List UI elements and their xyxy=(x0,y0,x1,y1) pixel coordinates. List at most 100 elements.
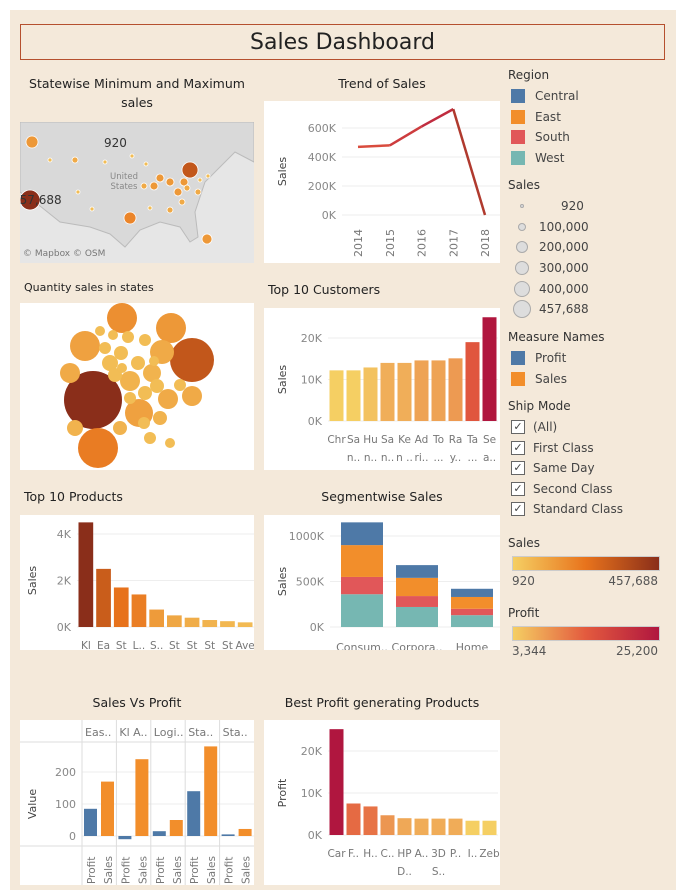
state-sales-marker xyxy=(178,198,186,206)
state-quantity-bubble xyxy=(143,364,161,382)
state-sales-marker xyxy=(140,182,148,190)
bar xyxy=(380,362,395,421)
stacked-bar-segment xyxy=(451,596,493,609)
products-chart[interactable]: 0K2K4KSalesKlA..Eas..Sta..L..S..Sta..Sta… xyxy=(20,515,255,670)
bar xyxy=(431,818,446,835)
legend-item[interactable]: 200,000 xyxy=(508,237,589,258)
bubble-chart[interactable] xyxy=(20,303,254,470)
state-quantity-bubble xyxy=(124,392,136,404)
legend-title: Sales xyxy=(508,178,540,192)
state-sales-marker xyxy=(205,173,211,179)
state-quantity-bubble xyxy=(139,334,151,346)
y-tick-label: 400K xyxy=(308,151,337,164)
checkbox-check-icon[interactable]: ✓ xyxy=(511,420,525,435)
state-quantity-bubble xyxy=(153,411,167,425)
svp-chart[interactable]: 0 100 200 Value Eas.. Profit Sales Kl A.. Profit… xyxy=(20,720,254,885)
legend-item[interactable]: South xyxy=(508,127,579,148)
x-tick-label: F.. xyxy=(348,848,359,860)
trend-line-segment xyxy=(452,108,487,216)
legend-item[interactable]: 400,000 xyxy=(508,278,589,299)
state-sales-marker xyxy=(149,181,159,191)
customers-chart[interactable]: 0K 10K 20K Sales Chr Sa n.. Hu n.. Sa n.. Ke n .. Ad r… xyxy=(264,308,500,470)
segment-chart[interactable]: 0K500K1000KSalesConsum..Corpora..HomeOff… xyxy=(264,515,500,671)
legend-item[interactable]: West xyxy=(508,148,579,169)
ship-mode-checkbox[interactable]: ✓ (All) xyxy=(508,417,623,438)
ship-mode-checkbox[interactable]: ✓ First Class xyxy=(508,438,623,459)
bar xyxy=(465,820,480,835)
legend-measure: Measure Names Profit Sales xyxy=(508,330,604,389)
y-tick-label: 0K xyxy=(57,621,72,634)
y-tick-label: 0K xyxy=(322,209,337,222)
map-landmass xyxy=(20,122,254,248)
state-quantity-bubble xyxy=(67,420,83,436)
checkbox-check-icon[interactable]: ✓ xyxy=(511,440,525,455)
filter-option-label: (All) xyxy=(533,420,558,435)
y-tick-label: 0K xyxy=(310,621,325,634)
x-tick-label: C.. xyxy=(380,848,394,860)
best-chart[interactable]: 0K 10K 20K Profit Car F.. H.. C.. HP D.. A.. 3D S.. P… xyxy=(264,720,500,885)
y-tick-label: 200K xyxy=(308,180,337,193)
state-quantity-bubble xyxy=(174,379,186,391)
legend-item[interactable]: Profit xyxy=(508,348,604,369)
bar xyxy=(431,360,446,421)
legend-item-label: West xyxy=(535,150,565,165)
ship-mode-checkbox[interactable]: ✓ Same Day xyxy=(508,458,623,479)
legend-item[interactable]: East xyxy=(508,107,579,128)
bar xyxy=(465,342,480,421)
state-quantity-bubble xyxy=(95,326,105,336)
state-sales-marker xyxy=(123,211,137,225)
legend-item-label: 300,000 xyxy=(539,261,589,276)
bar xyxy=(397,818,412,835)
x-tick-label: Corpora.. xyxy=(392,641,443,650)
x-tick-label: Sa xyxy=(347,434,360,446)
state-quantity-bubble xyxy=(70,331,100,361)
y-axis-label: Sales xyxy=(276,157,289,187)
map-canvas[interactable] xyxy=(20,122,254,263)
legend-region: Region Central East South West xyxy=(508,68,579,168)
bar xyxy=(380,815,395,835)
trend-title: Trend of Sales xyxy=(338,76,426,91)
legend-item-label: 200,000 xyxy=(539,240,589,255)
legend-item[interactable]: Sales xyxy=(508,369,604,390)
y-tick-label: 1000K xyxy=(289,530,325,543)
bar xyxy=(113,587,129,627)
bar xyxy=(414,818,429,835)
state-sales-marker xyxy=(173,187,183,197)
legend-item[interactable]: 300,000 xyxy=(508,258,589,279)
x-tick-label: a.. xyxy=(483,452,496,464)
legend-item-label: Sales xyxy=(535,371,567,386)
x-tick-label: Sales xyxy=(241,856,253,884)
color-swatch-icon xyxy=(511,109,525,124)
ship-mode-checkbox[interactable]: ✓ Standard Class xyxy=(508,499,623,520)
ship-mode-checkbox[interactable]: ✓ Second Class xyxy=(508,479,623,500)
legend-item[interactable]: 920 xyxy=(508,196,589,217)
filter-option-label: Same Day xyxy=(533,461,595,476)
trend-line-segment xyxy=(389,125,423,147)
x-tick-label: Ad xyxy=(415,434,429,446)
checkbox-check-icon[interactable]: ✓ xyxy=(511,502,525,517)
checkbox-check-icon[interactable]: ✓ xyxy=(511,461,525,476)
state-sales-marker xyxy=(25,135,39,149)
stacked-bar-segment xyxy=(341,594,383,627)
trend-chart[interactable]: 0K 200K 400K 600K Sales 2014 2015 2016 2017 2018 xyxy=(264,101,500,263)
state-map[interactable]: 920 United States 457,688 © Mapbox © OSM xyxy=(20,122,254,263)
map-attribution[interactable]: © Mapbox © OSM xyxy=(23,249,106,259)
legend-item[interactable]: 457,688 xyxy=(508,299,589,320)
x-tick-label: I.. xyxy=(468,848,478,860)
legend-item[interactable]: 100,000 xyxy=(508,217,589,238)
state-quantity-bubble xyxy=(138,417,150,429)
bar xyxy=(96,568,111,627)
x-tick-label: HP xyxy=(397,848,411,860)
color-swatch-icon xyxy=(511,371,525,386)
x-tick-label: A.. xyxy=(415,848,429,860)
legend-item[interactable]: Central xyxy=(508,86,579,107)
x-tick-label: St xyxy=(204,640,215,650)
x-tick-label: S.. xyxy=(150,640,163,650)
y-tick-label: 2K xyxy=(57,575,72,588)
x-tick-label: Se xyxy=(483,434,496,446)
profit-bar xyxy=(118,836,132,840)
checkbox-check-icon[interactable]: ✓ xyxy=(511,481,525,496)
state-quantity-bubble xyxy=(122,331,134,343)
legend-item-label: Central xyxy=(535,89,579,104)
x-tick-label: ... xyxy=(433,452,443,464)
